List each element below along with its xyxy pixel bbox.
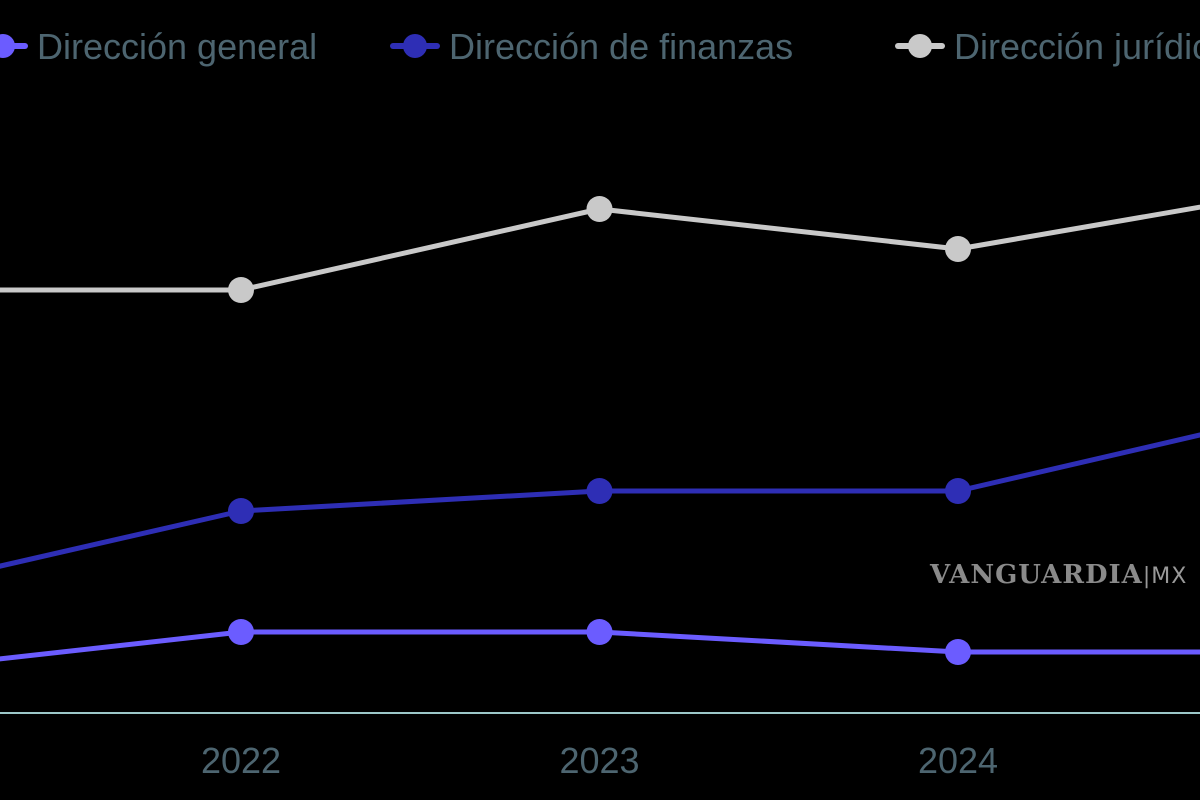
data-point bbox=[228, 498, 254, 524]
data-point bbox=[586, 619, 613, 645]
legend-marker-icon bbox=[908, 34, 932, 58]
data-point bbox=[228, 619, 254, 645]
vanguardia-watermark: VANGUARDIA|MX bbox=[930, 560, 1187, 590]
legend-label: Dirección general bbox=[37, 26, 317, 67]
x-tick-label: 2023 bbox=[559, 740, 639, 781]
data-point bbox=[228, 277, 254, 303]
data-point bbox=[586, 196, 613, 222]
legend-marker-icon bbox=[403, 34, 427, 58]
x-tick-label: 2024 bbox=[918, 740, 998, 781]
legend-marker-icon bbox=[0, 34, 15, 58]
data-point bbox=[586, 478, 613, 504]
legend-label: Dirección de finanzas bbox=[449, 26, 793, 67]
data-point bbox=[945, 639, 971, 665]
data-point bbox=[945, 478, 971, 504]
data-point bbox=[945, 236, 971, 262]
watermark-brand: VANGUARDIA bbox=[930, 560, 1143, 590]
watermark-suffix: |MX bbox=[1142, 564, 1188, 589]
legend-label: Dirección jurídica bbox=[954, 26, 1200, 67]
x-tick-label: 2022 bbox=[201, 740, 281, 781]
